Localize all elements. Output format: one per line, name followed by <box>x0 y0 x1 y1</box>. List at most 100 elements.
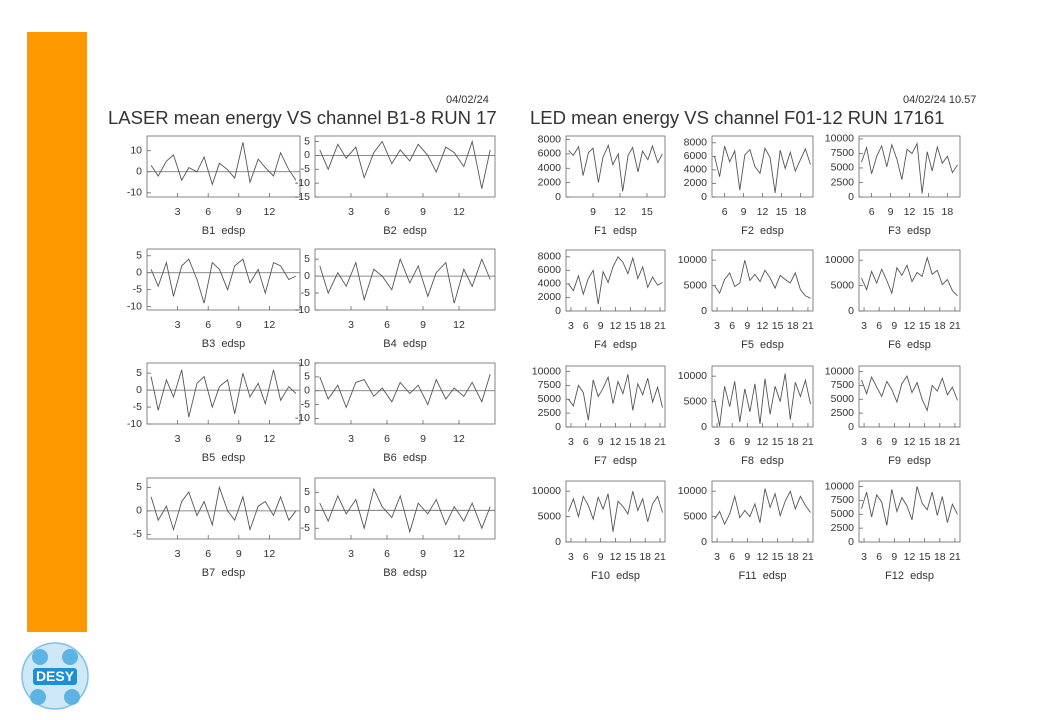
plot-frame <box>565 135 666 198</box>
x-tick-label: 15 <box>919 551 931 563</box>
plot-label: B7 edsp <box>202 567 245 579</box>
x-tick-label: 21 <box>949 551 961 563</box>
x-tick-label: 15 <box>772 436 784 448</box>
orange-bar <box>27 32 87 632</box>
y-tick-label: 0 <box>304 504 310 516</box>
plot-label: F12 edsp <box>885 570 934 582</box>
plot-frame <box>565 249 666 312</box>
x-tick-label: 12 <box>264 433 276 445</box>
x-tick-label: 15 <box>772 551 784 563</box>
plot-frame <box>858 249 961 312</box>
x-tick-label: 21 <box>802 436 814 448</box>
x-tick-label: 3 <box>175 206 181 218</box>
x-tick-label: 9 <box>741 206 747 218</box>
x-tick-label: 9 <box>598 436 604 448</box>
x-tick-label: 15 <box>625 551 637 563</box>
y-tick-label: 2000 <box>538 176 562 188</box>
x-tick-label: 21 <box>654 551 666 563</box>
x-tick-label: 21 <box>949 320 961 332</box>
data-line <box>861 374 958 412</box>
y-tick-label: 6000 <box>684 150 708 162</box>
small-chart: -15 -10 -5 0 5 3 6 9 12 B2 edsp <box>295 135 496 237</box>
x-tick-label: 12 <box>904 320 916 332</box>
x-tick-label: 6 <box>876 436 882 448</box>
plot-frame <box>314 477 496 540</box>
x-tick-label: 6 <box>729 436 735 448</box>
plot-frame <box>858 480 961 543</box>
plot-frame <box>146 477 301 540</box>
small-chart: 0 5000 10000 3 6 9 12 15 18 21 F10 edsp <box>532 480 666 582</box>
x-tick-label: 15 <box>625 320 637 332</box>
y-tick-label: 0 <box>701 305 707 317</box>
y-tick-label: 10000 <box>532 485 561 497</box>
x-tick-label: 3 <box>861 551 867 563</box>
x-tick-label: 12 <box>610 551 622 563</box>
x-tick-label: 15 <box>919 320 931 332</box>
x-tick-label: 6 <box>876 320 882 332</box>
y-tick-label: 5000 <box>538 510 562 522</box>
y-tick-label: 8000 <box>538 133 562 145</box>
x-tick-label: 6 <box>205 206 211 218</box>
x-tick-label: 9 <box>236 548 242 560</box>
x-tick-label: 6 <box>205 548 211 560</box>
data-line <box>319 487 491 534</box>
x-tick-label: 21 <box>949 436 961 448</box>
data-line <box>319 257 491 304</box>
plot-frame <box>565 480 666 543</box>
y-tick-label: 0 <box>848 421 854 433</box>
right-date: 04/02/24 10.57 <box>903 94 976 106</box>
small-chart: 0 2500 5000 7500 10000 3 6 9 12 15 18 21 F9 edsp <box>825 365 961 467</box>
data-line <box>861 142 958 194</box>
x-tick-label: 6 <box>583 436 589 448</box>
y-tick-label: 0 <box>555 421 561 433</box>
y-tick-label: 5000 <box>684 510 708 522</box>
x-tick-label: 6 <box>583 551 589 563</box>
x-tick-label: 3 <box>348 548 354 560</box>
x-tick-label: 6 <box>876 551 882 563</box>
logo-text: DESY <box>36 668 75 684</box>
x-tick-label: 9 <box>744 551 750 563</box>
x-tick-label: 12 <box>757 320 769 332</box>
y-tick-label: 5000 <box>831 162 855 174</box>
y-tick-label: 2500 <box>831 522 855 534</box>
plot-label: F2 edsp <box>741 225 784 237</box>
data-line <box>714 373 811 427</box>
y-tick-label: 7500 <box>831 147 855 159</box>
data-line <box>714 488 811 526</box>
y-tick-label: 10000 <box>825 480 854 492</box>
plot-frame <box>146 362 301 425</box>
y-tick-label: 0 <box>848 305 854 317</box>
plot-label: B1 edsp <box>202 225 245 237</box>
x-tick-label: 9 <box>744 436 750 448</box>
x-tick-label: 15 <box>625 436 637 448</box>
plot-label: B3 edsp <box>202 338 245 350</box>
y-tick-label: 0 <box>136 166 142 178</box>
y-tick-label: 2000 <box>538 291 562 303</box>
x-tick-label: 6 <box>205 433 211 445</box>
y-tick-label: 2500 <box>538 407 562 419</box>
y-tick-label: 10000 <box>825 365 854 377</box>
x-tick-label: 3 <box>348 433 354 445</box>
y-tick-label: -10 <box>295 177 310 189</box>
plot-frame <box>711 480 814 543</box>
x-tick-label: 9 <box>744 320 750 332</box>
plot-label: F7 edsp <box>594 455 637 467</box>
x-tick-label: 3 <box>348 206 354 218</box>
y-tick-label: 5 <box>304 486 310 498</box>
y-tick-label: 0 <box>136 267 142 279</box>
y-tick-label: 0 <box>304 270 310 282</box>
small-chart: -10 -50 5 10 3 6 9 12 B6 edsp <box>295 357 496 464</box>
y-tick-label: 0 <box>304 385 310 397</box>
x-tick-label: 12 <box>614 206 626 218</box>
x-tick-label: 3 <box>175 319 181 331</box>
data-line <box>861 486 958 526</box>
small-chart: 0 2000 4000 6000 8000 9 12 15 F1 edsp <box>538 133 666 237</box>
x-tick-label: 9 <box>598 320 604 332</box>
y-tick-label: -5 <box>133 528 142 540</box>
x-tick-label: 9 <box>236 206 242 218</box>
y-tick-label: 5 <box>304 253 310 265</box>
data-line <box>150 485 297 532</box>
y-tick-label: 4000 <box>538 162 562 174</box>
